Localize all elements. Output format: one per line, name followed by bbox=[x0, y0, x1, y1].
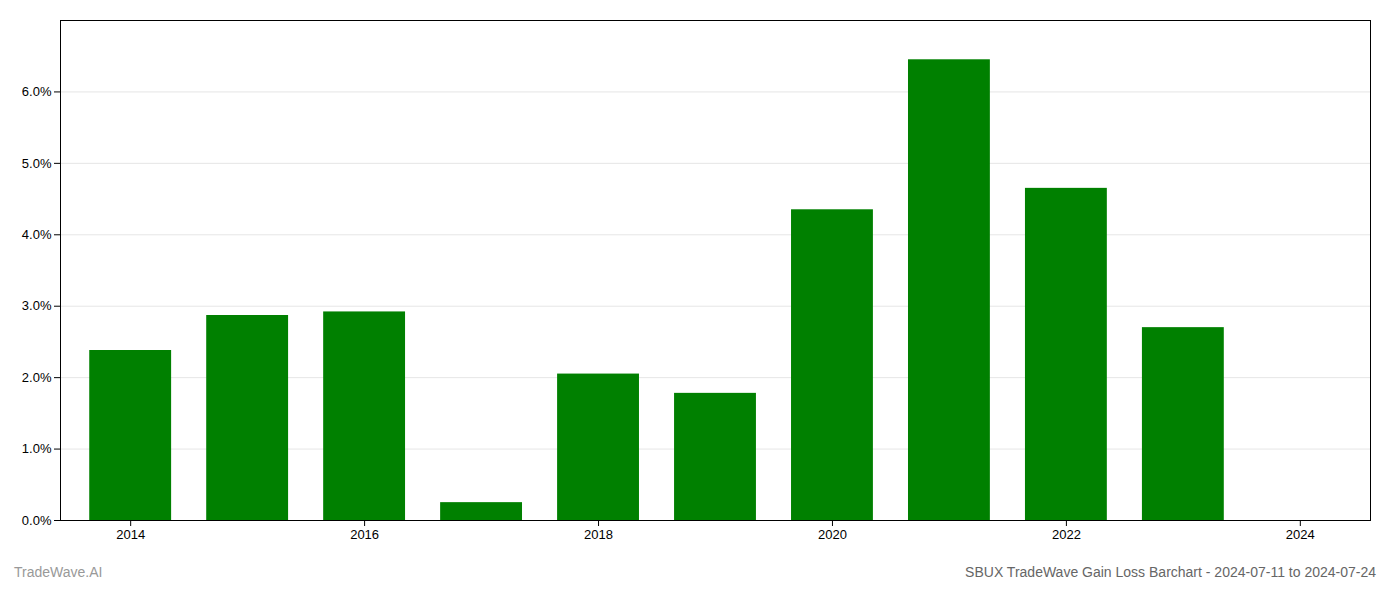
svg-text:2018: 2018 bbox=[584, 527, 613, 542]
svg-text:1.0%: 1.0% bbox=[22, 441, 52, 456]
svg-text:0.0%: 0.0% bbox=[22, 513, 52, 528]
svg-text:6.0%: 6.0% bbox=[22, 84, 52, 99]
svg-text:2014: 2014 bbox=[116, 527, 145, 542]
svg-text:2020: 2020 bbox=[818, 527, 847, 542]
svg-text:2.0%: 2.0% bbox=[22, 370, 52, 385]
html-text:TradeWave.AI: TradeWave.AI bbox=[14, 564, 103, 580]
html-text:SBUX TradeWave Gain Loss Barch: SBUX TradeWave Gain Loss Barchart - 2024… bbox=[965, 564, 1376, 580]
svg-text:4.0%: 4.0% bbox=[22, 227, 52, 242]
svg-text:2016: 2016 bbox=[350, 527, 379, 542]
svg-text:2024: 2024 bbox=[1286, 527, 1315, 542]
svg-text:5.0%: 5.0% bbox=[22, 156, 52, 171]
svg-text:2022: 2022 bbox=[1052, 527, 1081, 542]
svg-text:3.0%: 3.0% bbox=[22, 298, 52, 313]
